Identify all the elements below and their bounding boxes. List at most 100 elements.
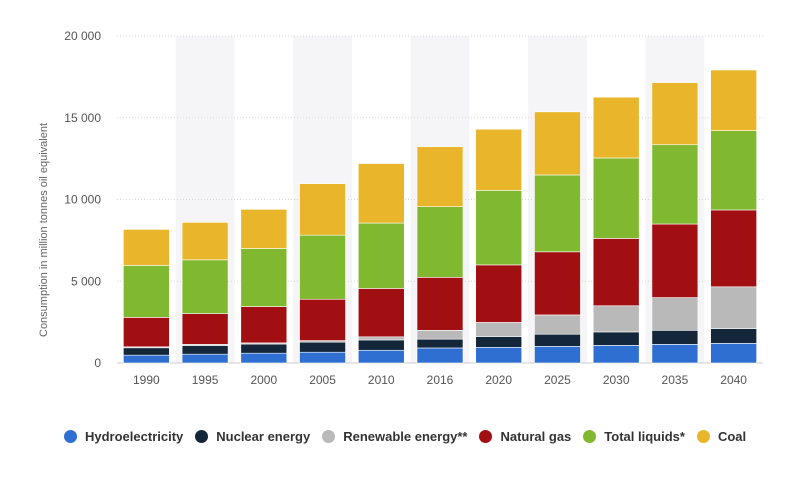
legend-item[interactable]: Total liquids* — [583, 428, 685, 444]
legend-item[interactable]: Renewable energy** — [322, 428, 467, 444]
legend-item[interactable]: Nuclear energy — [195, 428, 310, 444]
legend-item[interactable]: Hydroelectricity — [64, 428, 183, 444]
bar-segment — [416, 146, 464, 207]
bar-segment — [651, 344, 699, 364]
x-tick-label: 1995 — [192, 373, 219, 387]
bar-segment — [299, 234, 346, 300]
x-tick-label: 2035 — [662, 373, 689, 387]
x-tick-label: 1990 — [133, 373, 160, 387]
bar-segment — [416, 277, 464, 331]
bar-segment — [592, 331, 640, 346]
bar-segment — [592, 305, 640, 333]
bar-segment — [240, 352, 288, 364]
bar-segment — [534, 346, 581, 364]
bar-segment — [357, 163, 405, 224]
bar-segment — [357, 349, 405, 364]
bar-segment — [123, 229, 170, 266]
bar-segment — [710, 328, 757, 344]
legend-marker — [696, 429, 710, 443]
legend-label: Coal — [717, 428, 747, 444]
bar-segment — [416, 329, 464, 340]
bar-segment — [299, 351, 346, 364]
bar-segment — [534, 314, 581, 335]
y-tick-labels: 0 5 000 10 000 15 000 20 000 — [64, 29, 101, 370]
bar-segment — [534, 174, 581, 253]
bar-segment — [123, 265, 170, 318]
legend-item[interactable]: Natural gas — [479, 428, 571, 444]
bar-segment — [357, 339, 405, 351]
bar-segment — [475, 347, 523, 364]
x-tick-label: 2000 — [250, 373, 277, 387]
bar-segment — [475, 190, 523, 266]
bar-segment — [240, 248, 288, 307]
bar-segment — [592, 96, 640, 159]
bar-segment — [651, 82, 699, 146]
bar-segment — [181, 313, 229, 345]
bar-segment — [710, 209, 757, 288]
x-tick-label: 2025 — [544, 373, 571, 387]
legend: Hydroelectricity Nuclear energy Renewable … — [64, 428, 764, 444]
bar-segment — [651, 223, 699, 298]
bar-segment — [357, 222, 405, 289]
bar-segment — [475, 264, 523, 323]
bar-segment — [357, 288, 405, 338]
legend-item[interactable]: Coal — [696, 428, 747, 444]
bar-segment — [651, 297, 699, 331]
bar-segment — [416, 206, 464, 278]
bar-segment — [240, 343, 288, 354]
bar-segment — [534, 251, 581, 316]
y-tick-label: 0 — [94, 356, 101, 370]
bar-segment — [710, 69, 757, 131]
bar-segment — [710, 343, 757, 364]
legend-marker — [479, 429, 493, 443]
bar-segment — [710, 286, 757, 329]
bar-segment — [123, 317, 170, 348]
x-tick-labels: 1990 1995 2000 2005 2010 2016 2020 2025 2030 2035… — [133, 373, 747, 387]
bar-segment — [299, 298, 346, 341]
bars — [123, 69, 757, 364]
bar-segment — [181, 353, 229, 364]
bar-segment — [181, 222, 229, 261]
x-tick-label: 2030 — [603, 373, 630, 387]
bar-segment — [651, 144, 699, 225]
bar-segment — [592, 345, 640, 364]
bar-segment — [710, 130, 757, 211]
legend-marker — [64, 429, 77, 443]
bar-segment — [416, 347, 464, 364]
bar-segment — [123, 347, 170, 356]
x-tick-label: 2040 — [720, 373, 747, 387]
bar-segment — [240, 306, 288, 344]
bar-segment — [534, 333, 581, 347]
bar-segment — [416, 338, 464, 349]
y-axis-title: Consumption in million tonnes oil equiva… — [38, 123, 50, 337]
legend-marker — [583, 429, 597, 443]
legend-label: Hydroelectricity — [85, 428, 184, 444]
bar-segment — [534, 111, 581, 176]
legend-marker — [195, 429, 209, 443]
bar-segment — [240, 209, 288, 249]
bar-segment — [475, 322, 523, 337]
x-tick-label: 2016 — [427, 373, 454, 387]
bar-segment — [299, 183, 346, 236]
y-tick-label: 15 000 — [64, 111, 101, 125]
legend-marker — [322, 429, 336, 443]
bar-segment — [592, 238, 640, 307]
legend-label: Total liquids* — [604, 428, 685, 444]
legend-label: Natural gas — [500, 428, 572, 444]
x-tick-label: 2010 — [368, 373, 395, 387]
bar-segment — [181, 259, 229, 314]
y-tick-label: 20 000 — [64, 29, 101, 43]
legend-label: Nuclear energy — [216, 428, 311, 444]
bar-segment — [357, 336, 405, 341]
y-tick-label: 10 000 — [64, 193, 101, 207]
bar-segment — [475, 336, 523, 348]
bar-segment — [475, 128, 523, 191]
bar-segment — [181, 345, 229, 355]
legend-label: Renewable energy** — [343, 428, 468, 444]
bar-segment — [123, 354, 170, 364]
bar-segment — [592, 157, 640, 239]
x-tick-label: 2020 — [485, 373, 512, 387]
x-tick-label: 2005 — [309, 373, 336, 387]
y-tick-label: 5 000 — [71, 274, 101, 288]
